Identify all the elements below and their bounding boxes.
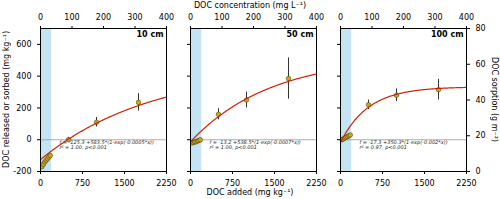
html-text:DOC released or sorbed (mg kg⁻: DOC released or sorbed (mg kg⁻¹) [1, 31, 11, 168]
svg-text:1500: 1500 [114, 179, 134, 188]
svg-text:400: 400 [16, 72, 31, 81]
html-text:DOC sorption (g m⁻²): DOC sorption (g m⁻²) [489, 57, 499, 142]
svg-text:200: 200 [396, 13, 411, 22]
svg-text:0: 0 [476, 167, 481, 176]
svg-text:2250: 2250 [306, 179, 326, 188]
svg-text:f = -13.2 +538.5*(1-exp(-0.000: f = -13.2 +538.5*(1-exp(-0.0007*x))r² = … [209, 139, 300, 151]
svg-text:300: 300 [427, 13, 442, 22]
svg-text:10 cm: 10 cm [137, 30, 164, 39]
svg-text:0: 0 [188, 179, 193, 188]
svg-text:750: 750 [225, 179, 240, 188]
svg-text:200: 200 [96, 13, 111, 22]
svg-text:750: 750 [75, 179, 90, 188]
svg-text:0: 0 [188, 13, 193, 22]
svg-text:40: 40 [476, 96, 486, 105]
svg-text:-200: -200 [13, 167, 31, 176]
svg-text:f = -17.3 +350.3*(1-exp(-0.002: f = -17.3 +350.3*(1-exp(-0.002*x))r² = 0… [359, 139, 447, 151]
svg-text:600: 600 [16, 40, 31, 49]
svg-text:0: 0 [38, 13, 43, 22]
svg-text:100: 100 [364, 13, 379, 22]
svg-text:400: 400 [159, 13, 174, 22]
svg-text:750: 750 [375, 179, 390, 188]
svg-text:400: 400 [309, 13, 324, 22]
svg-text:2250: 2250 [156, 179, 176, 188]
svg-text:0: 0 [38, 179, 43, 188]
svg-text:400: 400 [459, 13, 474, 22]
svg-text:50 cm: 50 cm [287, 30, 314, 39]
html-text:DOC concentration (mg L⁻¹): DOC concentration (mg L⁻¹) [194, 1, 306, 10]
svg-text:0: 0 [26, 135, 31, 144]
svg-text:f = -125.3 +583.5*(1-exp(-0.00: f = -125.3 +583.5*(1-exp(-0.0005*x))r² =… [59, 139, 154, 151]
svg-text:2250: 2250 [456, 179, 476, 188]
svg-text:0: 0 [338, 13, 343, 22]
svg-text:200: 200 [16, 104, 31, 113]
html-text:DOC added (mg kg⁻¹): DOC added (mg kg⁻¹) [206, 188, 294, 197]
svg-text:300: 300 [127, 13, 142, 22]
svg-text:100 cm: 100 cm [431, 30, 464, 39]
svg-text:20: 20 [476, 131, 486, 140]
svg-text:0: 0 [338, 179, 343, 188]
svg-text:80: 80 [476, 24, 486, 33]
svg-text:200: 200 [246, 13, 261, 22]
svg-text:60: 60 [476, 60, 486, 69]
svg-text:300: 300 [277, 13, 292, 22]
svg-text:1500: 1500 [264, 179, 284, 188]
svg-text:100: 100 [64, 13, 79, 22]
svg-text:1500: 1500 [414, 179, 434, 188]
svg-text:100: 100 [214, 13, 229, 22]
